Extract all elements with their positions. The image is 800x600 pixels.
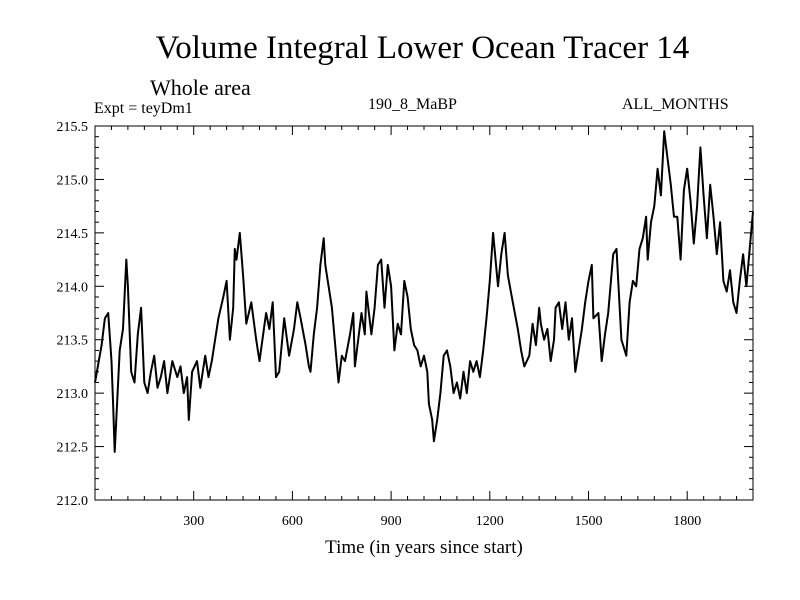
x-tick-label: 1200 [476, 514, 504, 529]
series-line [94, 130, 754, 453]
tick-label-layer: 300 600 900 1200 1500 1800 212.0 212.5 213.0 213.… [57, 120, 702, 529]
chart-subtitle: Whole area [150, 75, 251, 100]
tick-layer [95, 125, 753, 501]
y-tick-label: 215.5 [57, 120, 89, 135]
y-tick-label: 213.0 [57, 387, 89, 402]
x-axis-label: Time (in years since start) [325, 537, 523, 558]
chart-title: Volume Integral Lower Ocean Tracer 14 [155, 30, 690, 66]
x-tick-label: 1800 [673, 514, 701, 529]
x-tick-label: 300 [183, 514, 204, 529]
y-tick-label: 212.5 [57, 441, 89, 456]
x-tick-label: 1500 [575, 514, 603, 529]
plot-frame [94, 125, 754, 501]
y-tick-label: 214.0 [57, 280, 89, 295]
y-tick-label: 214.5 [57, 227, 89, 242]
x-tick-label: 600 [282, 514, 303, 529]
x-tick-label: 900 [381, 514, 402, 529]
period-label: 190_8_MaBP [368, 96, 457, 113]
experiment-label: Expt = teyDm1 [94, 100, 193, 117]
months-label: ALL_MONTHS [622, 96, 729, 113]
y-tick-label: 212.0 [57, 494, 89, 509]
y-tick-label: 213.5 [57, 334, 89, 349]
y-tick-label: 215.0 [57, 173, 89, 188]
